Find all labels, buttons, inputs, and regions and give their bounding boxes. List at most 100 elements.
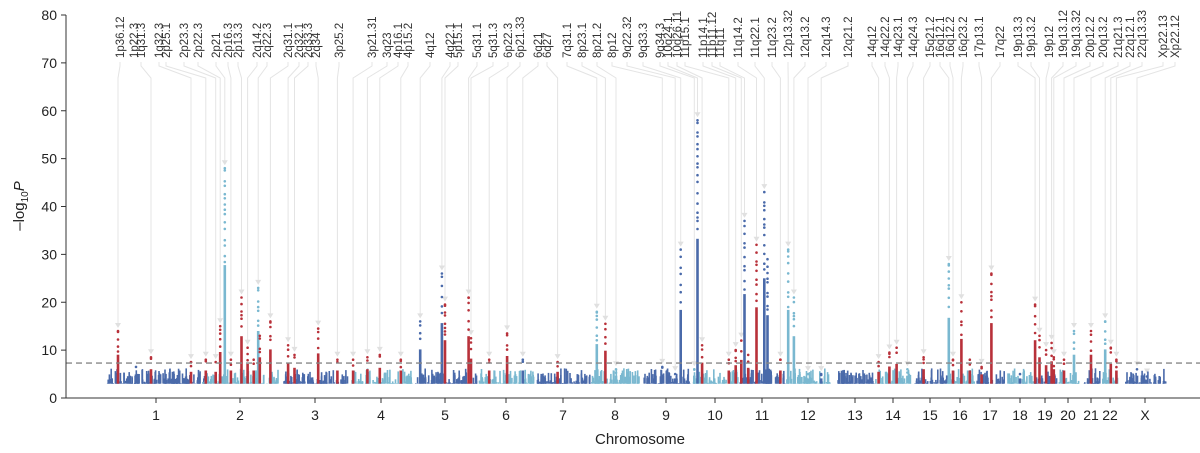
peak-marker bbox=[1113, 351, 1120, 357]
data-point bbox=[906, 371, 909, 374]
data-point bbox=[947, 277, 951, 280]
data-point bbox=[467, 301, 470, 305]
data-point bbox=[344, 375, 347, 384]
data-point bbox=[685, 383, 687, 384]
data-point bbox=[418, 324, 422, 327]
data-point bbox=[766, 265, 769, 269]
data-point bbox=[628, 377, 631, 384]
data-point bbox=[763, 233, 766, 237]
data-point bbox=[1008, 378, 1011, 384]
data-point bbox=[768, 368, 770, 384]
peak-12-51 bbox=[792, 296, 796, 384]
data-point bbox=[610, 373, 612, 384]
data-point bbox=[304, 381, 306, 384]
data-point bbox=[805, 371, 808, 384]
data-point bbox=[463, 382, 466, 384]
data-point bbox=[1129, 376, 1131, 384]
data-point bbox=[1097, 381, 1099, 384]
data-point bbox=[494, 377, 496, 384]
locus-label: 3p25.2 bbox=[334, 23, 346, 58]
data-point bbox=[881, 376, 884, 384]
data-point bbox=[893, 368, 896, 384]
data-point bbox=[1102, 372, 1105, 384]
data-point bbox=[1035, 377, 1038, 384]
data-point bbox=[1072, 347, 1076, 351]
leader-line bbox=[1017, 62, 1036, 299]
data-point bbox=[704, 373, 707, 384]
data-point bbox=[325, 381, 328, 384]
data-point bbox=[1103, 320, 1107, 323]
data-point bbox=[990, 282, 993, 286]
data-point bbox=[1092, 383, 1094, 384]
data-point bbox=[366, 359, 369, 362]
data-point bbox=[838, 372, 841, 384]
data-point bbox=[1007, 373, 1009, 384]
data-point bbox=[661, 365, 664, 369]
locus-label: 2q14.2 bbox=[252, 23, 264, 58]
data-point bbox=[542, 379, 544, 384]
leader-line bbox=[336, 62, 340, 354]
data-point bbox=[846, 370, 849, 384]
locus-label: 11p14.1 bbox=[698, 17, 710, 58]
data-point bbox=[1047, 383, 1050, 384]
data-point bbox=[269, 334, 272, 338]
data-point bbox=[668, 373, 671, 384]
data-point bbox=[595, 344, 599, 384]
data-point bbox=[763, 262, 766, 266]
locus-label: 8p12 bbox=[607, 32, 619, 58]
data-point bbox=[1038, 357, 1041, 384]
chromosome-points-14 bbox=[875, 368, 912, 384]
data-point bbox=[779, 370, 782, 384]
data-point bbox=[232, 378, 234, 384]
peak-17-64 bbox=[990, 272, 993, 384]
data-point bbox=[223, 180, 227, 183]
data-point bbox=[250, 374, 252, 384]
data-point bbox=[531, 381, 533, 384]
data-point bbox=[223, 166, 227, 170]
y-tick-label: 20 bbox=[41, 294, 57, 310]
data-point bbox=[959, 378, 961, 384]
data-point bbox=[1163, 380, 1166, 384]
leader-line bbox=[366, 62, 388, 352]
data-point bbox=[858, 380, 861, 384]
peak-1-3 bbox=[189, 360, 193, 384]
data-point bbox=[763, 223, 766, 226]
data-point bbox=[511, 377, 513, 384]
data-point bbox=[1058, 382, 1061, 384]
data-point bbox=[679, 266, 682, 270]
chromosome-points-X bbox=[1125, 368, 1167, 384]
peak-marker bbox=[1043, 342, 1050, 348]
data-point bbox=[538, 382, 541, 384]
peak-20-72 bbox=[1072, 329, 1076, 384]
leader-line bbox=[566, 62, 598, 306]
data-point bbox=[495, 376, 497, 384]
data-point bbox=[999, 370, 1002, 384]
data-point bbox=[384, 372, 387, 384]
data-point bbox=[646, 382, 648, 384]
data-point bbox=[479, 381, 482, 384]
data-point bbox=[598, 382, 601, 384]
data-point bbox=[112, 383, 114, 384]
peak-marker bbox=[364, 349, 371, 355]
data-point bbox=[1065, 377, 1068, 384]
data-point bbox=[296, 370, 298, 384]
data-point bbox=[448, 379, 450, 384]
data-point bbox=[598, 376, 601, 384]
data-point bbox=[507, 380, 510, 384]
data-point bbox=[786, 305, 790, 309]
data-point bbox=[154, 371, 156, 384]
data-point bbox=[845, 372, 847, 384]
data-point bbox=[618, 380, 621, 384]
data-point bbox=[965, 381, 968, 384]
data-point bbox=[792, 324, 796, 328]
data-point bbox=[237, 380, 240, 384]
data-point bbox=[653, 370, 656, 384]
data-point bbox=[752, 370, 754, 384]
data-point bbox=[149, 369, 153, 384]
data-point bbox=[614, 371, 618, 375]
data-point bbox=[1044, 365, 1048, 384]
data-point bbox=[493, 370, 496, 384]
peak-12-52 bbox=[806, 372, 810, 384]
data-point bbox=[464, 368, 467, 384]
data-point bbox=[888, 366, 891, 384]
